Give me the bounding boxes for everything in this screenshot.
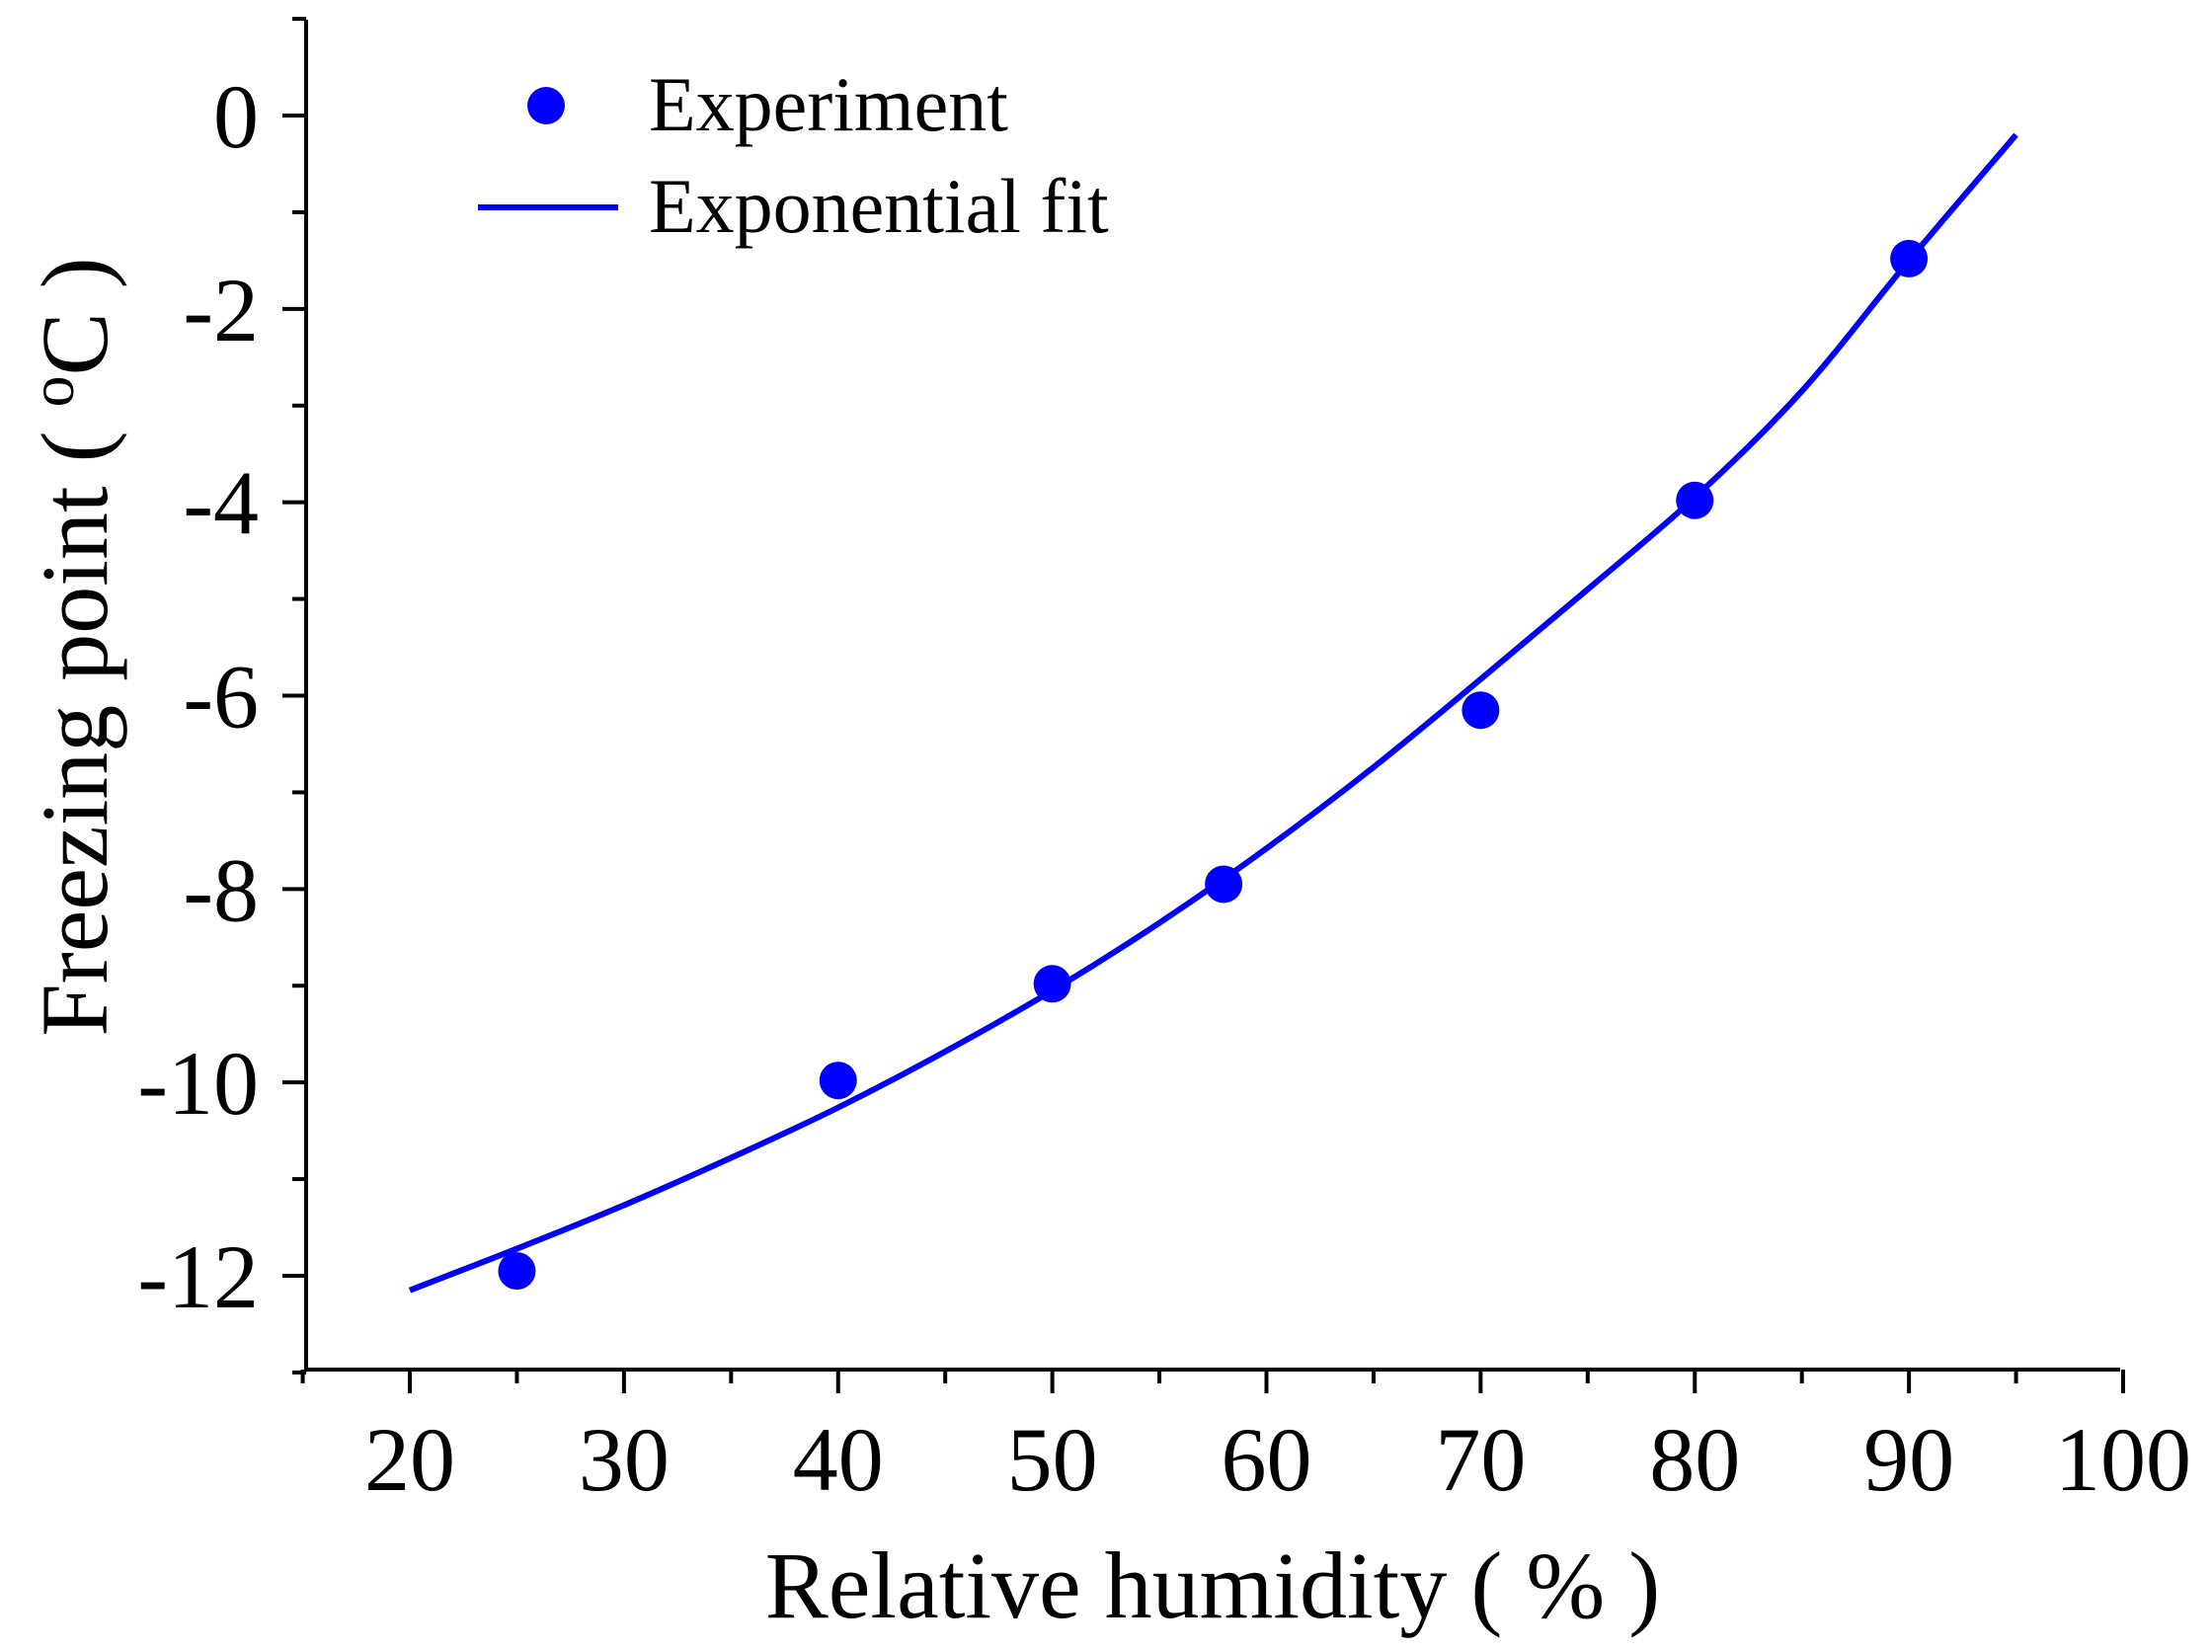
y-tick-label: -10 <box>137 1033 259 1134</box>
y-tick-label: -2 <box>183 260 259 360</box>
experiment-point <box>498 1252 536 1291</box>
experiment-point <box>1890 239 1929 277</box>
axes-layer <box>304 20 2120 1372</box>
experiment-point <box>1462 691 1500 730</box>
experiment-point <box>819 1062 857 1100</box>
x-tick-label: 90 <box>1863 1409 1954 1510</box>
y-tick-label: -4 <box>183 453 259 554</box>
x-tick-label: 100 <box>2055 1409 2191 1510</box>
experiment-point <box>1033 965 1071 1003</box>
legend-label-exponential-fit: Exponential fit <box>649 163 1109 249</box>
x-tick-label: 30 <box>579 1409 670 1510</box>
y-axis-title-tail: C ) <box>22 257 127 375</box>
fit-layer <box>408 132 2018 1294</box>
legend-marker-experiment <box>527 87 565 124</box>
x-tick-label: 80 <box>1649 1409 1740 1510</box>
y-tick-label: -6 <box>183 647 259 747</box>
legend-label-experiment: Experiment <box>649 61 1008 147</box>
y-tick-label: -8 <box>183 839 259 940</box>
x-tick-label: 50 <box>1007 1409 1098 1510</box>
x-tick-label: 20 <box>364 1409 455 1510</box>
experiment-point <box>1676 481 1714 519</box>
x-tick-label: 60 <box>1222 1409 1312 1510</box>
y-tick-label: -12 <box>137 1226 259 1327</box>
y-axis-title-main: Freezing point ( <box>22 407 127 1036</box>
legend: Experiment Exponential fit <box>478 61 1109 249</box>
y-axis-title-superscript: o <box>17 375 87 407</box>
experiment-point <box>1205 865 1243 904</box>
x-axis-title: Relative humidity ( % ) <box>765 1533 1660 1638</box>
y-tick-label: 0 <box>213 66 259 167</box>
x-tick-label: 40 <box>793 1409 884 1510</box>
x-tick-label: 70 <box>1435 1409 1526 1510</box>
points-layer <box>498 239 1929 1291</box>
ticks-layer: 20 30 40 50 60 70 80 90 100 0 -2 -4 -6 -8 -10 -12 <box>137 17 2191 1510</box>
exponential-fit-line <box>408 132 2018 1294</box>
y-axis-title: Freezing point ( oC ) <box>17 257 127 1036</box>
